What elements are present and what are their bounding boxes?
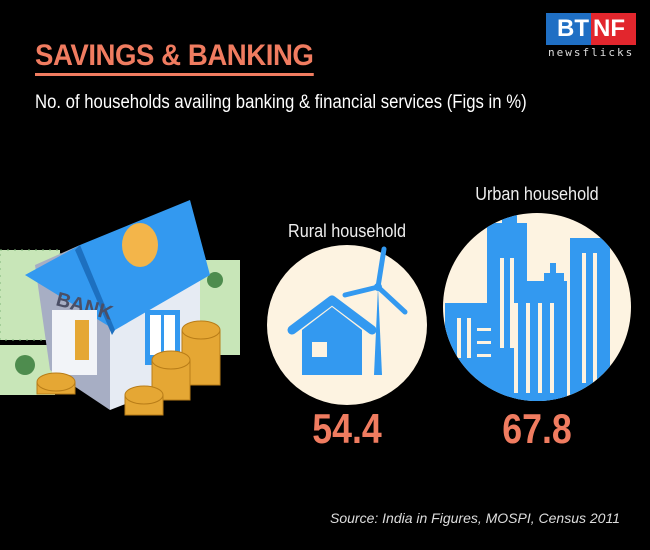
urban-value: 67.8: [502, 405, 572, 452]
logo: BT NF newsflicks: [546, 13, 636, 59]
coin-icon: [122, 223, 158, 267]
logo-bt: BT: [546, 13, 591, 45]
logo-tagline: newsflicks: [548, 46, 635, 59]
urban-label: Urban household: [475, 184, 599, 204]
source-note: Source: India in Figures, MOSPI, Census …: [330, 510, 620, 526]
rural-label: Rural household: [288, 221, 406, 241]
rural-value: 54.4: [312, 405, 382, 452]
coins-icon: [36, 320, 221, 416]
logo-nf: NF: [591, 13, 636, 45]
subtitle: No. of households availing banking & fin…: [35, 92, 527, 113]
house-windmill-icon: [267, 245, 427, 405]
city-buildings-icon: [443, 213, 631, 401]
bank-illustration-icon: BANK: [0, 200, 240, 416]
page-title: SAVINGS & BANKING: [35, 40, 314, 76]
